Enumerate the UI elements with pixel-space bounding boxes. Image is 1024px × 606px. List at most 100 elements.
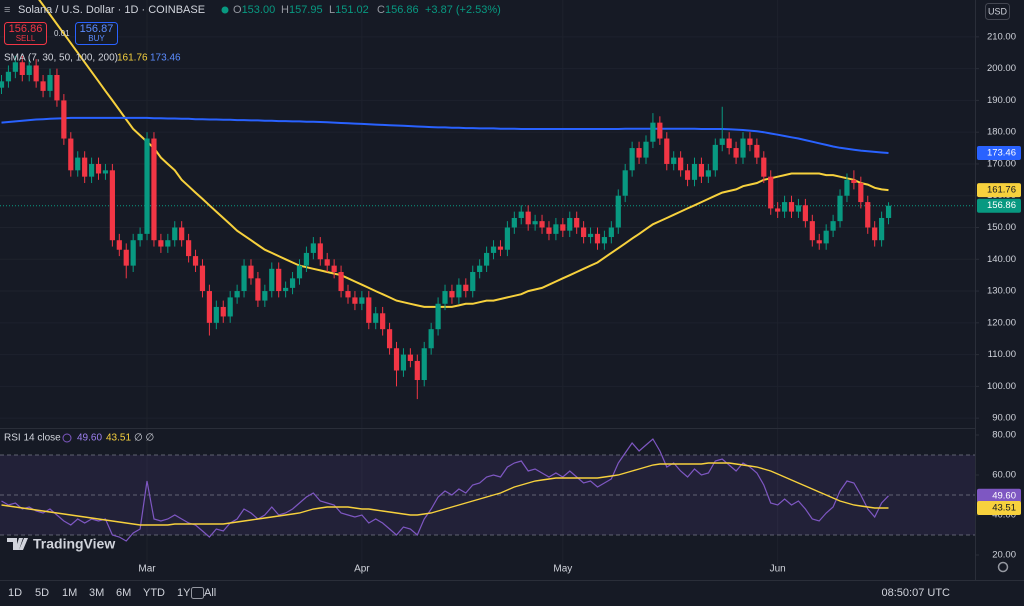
calendar-icon[interactable] xyxy=(191,587,204,599)
candle-body xyxy=(872,227,878,241)
candle-body xyxy=(248,265,254,279)
candle-body xyxy=(726,138,732,149)
buy-button[interactable] xyxy=(75,22,118,45)
candle-body xyxy=(858,183,864,203)
candle-body xyxy=(276,268,282,292)
currency[interactable]: USD xyxy=(988,6,1008,16)
candle-body xyxy=(421,348,427,381)
candle-body xyxy=(504,227,510,250)
candle-body xyxy=(241,265,247,292)
grid xyxy=(0,454,975,536)
y-tick-label: 20.00 xyxy=(992,550,1016,561)
candle-body xyxy=(608,227,614,238)
candle-body xyxy=(123,249,129,266)
candle-body xyxy=(449,291,455,298)
y-tick-label: 60.00 xyxy=(992,470,1016,481)
candle-body xyxy=(539,221,545,228)
candle-body xyxy=(470,271,476,292)
candle-body xyxy=(192,256,199,266)
ohlc-value: 153.00 xyxy=(242,4,276,16)
rsi-title[interactable]: RSI 14 close xyxy=(4,433,61,444)
sell-button[interactable] xyxy=(4,22,47,45)
candle-body xyxy=(511,217,517,228)
candle-body xyxy=(684,170,691,180)
candle-body xyxy=(615,195,621,228)
candle-body xyxy=(33,65,39,82)
settings-icon[interactable] xyxy=(997,561,1009,573)
price-tag-label: 173.46 xyxy=(987,147,1016,158)
candle-body xyxy=(400,354,407,371)
range-button[interactable]: 1M xyxy=(62,587,77,599)
candle-body xyxy=(289,278,296,288)
candle-body xyxy=(47,74,53,91)
y-tick-label: 110.00 xyxy=(988,349,1016,360)
candle-body xyxy=(151,138,157,241)
currency-box[interactable] xyxy=(985,3,1010,20)
sma-value: 161.76 xyxy=(117,53,148,64)
candle-body xyxy=(768,176,774,209)
rsi-line xyxy=(1,438,889,542)
buy-label[interactable]: BUY xyxy=(88,34,105,43)
y-tick-label: 180.00 xyxy=(987,127,1016,138)
candle-body xyxy=(664,138,670,164)
candle-body xyxy=(754,144,760,158)
candle-body xyxy=(497,246,504,250)
y-tick-label: 130.00 xyxy=(987,286,1016,297)
sell-label[interactable]: SELL xyxy=(16,34,36,43)
candle-body xyxy=(317,243,323,260)
buy-price[interactable]: 156.87 xyxy=(80,23,114,35)
range-button[interactable]: YTD xyxy=(143,587,165,599)
candle-body xyxy=(795,205,802,212)
sma-value: 173.46 xyxy=(150,53,181,64)
candle-body xyxy=(518,211,524,218)
candle-body xyxy=(144,138,150,234)
candle-body xyxy=(837,195,843,222)
range-button[interactable]: All xyxy=(204,587,216,599)
range-button[interactable]: 3M xyxy=(89,587,104,599)
range-button[interactable]: 6M xyxy=(116,587,131,599)
sell-price[interactable]: 156.86 xyxy=(9,23,43,35)
candle-body xyxy=(414,360,420,381)
y-tick-label: 40.00 xyxy=(992,510,1016,521)
ohlc-key: L xyxy=(329,4,335,16)
price-tag xyxy=(977,198,1021,213)
market-status xyxy=(221,6,229,14)
candle-body xyxy=(130,240,136,266)
candle-body xyxy=(102,170,109,174)
range-button[interactable]: 1D xyxy=(8,587,22,599)
rsi-tag-label: 49.60 xyxy=(992,490,1016,501)
candle-body xyxy=(359,297,365,304)
candle-body xyxy=(213,306,219,323)
candle-body xyxy=(75,157,81,171)
rsi-icon xyxy=(62,433,72,443)
rsi-tag xyxy=(977,500,1021,515)
y-tick-label: 80.00 xyxy=(992,430,1016,441)
menu-icon[interactable]: ≡ xyxy=(4,4,10,16)
candle-body xyxy=(691,163,698,180)
candle-body xyxy=(158,240,164,247)
sma-title[interactable]: SMA (7, 30, 50, 100, 200) xyxy=(4,53,118,64)
candle-body xyxy=(643,141,649,158)
ohlc-item: L151.02 xyxy=(329,4,369,16)
candle-body xyxy=(352,297,358,304)
symbol-title[interactable]: Solana / U.S. Dollar · 1D · COINBASE xyxy=(18,4,205,16)
candle-body xyxy=(761,157,767,177)
rsi-line xyxy=(1,462,889,526)
range-button[interactable]: 5D xyxy=(35,587,49,599)
candle-body xyxy=(560,224,566,231)
candle-body xyxy=(116,240,122,250)
ohlc-key: C xyxy=(377,4,385,16)
range-button[interactable]: 1Y xyxy=(177,587,191,599)
ohlc-item: O153.00 xyxy=(233,4,275,16)
candle-body xyxy=(54,74,60,101)
y-tick-label: 170.00 xyxy=(987,158,1016,169)
candle-body xyxy=(234,291,240,298)
y-tick-label: 150.00 xyxy=(987,222,1016,233)
candle-body xyxy=(227,297,233,317)
y-tick-label: 190.00 xyxy=(987,95,1016,106)
candle-body xyxy=(137,233,143,241)
candle-body xyxy=(594,233,601,244)
candle-body xyxy=(490,246,497,253)
ohlc-item: C156.86 xyxy=(377,4,419,16)
